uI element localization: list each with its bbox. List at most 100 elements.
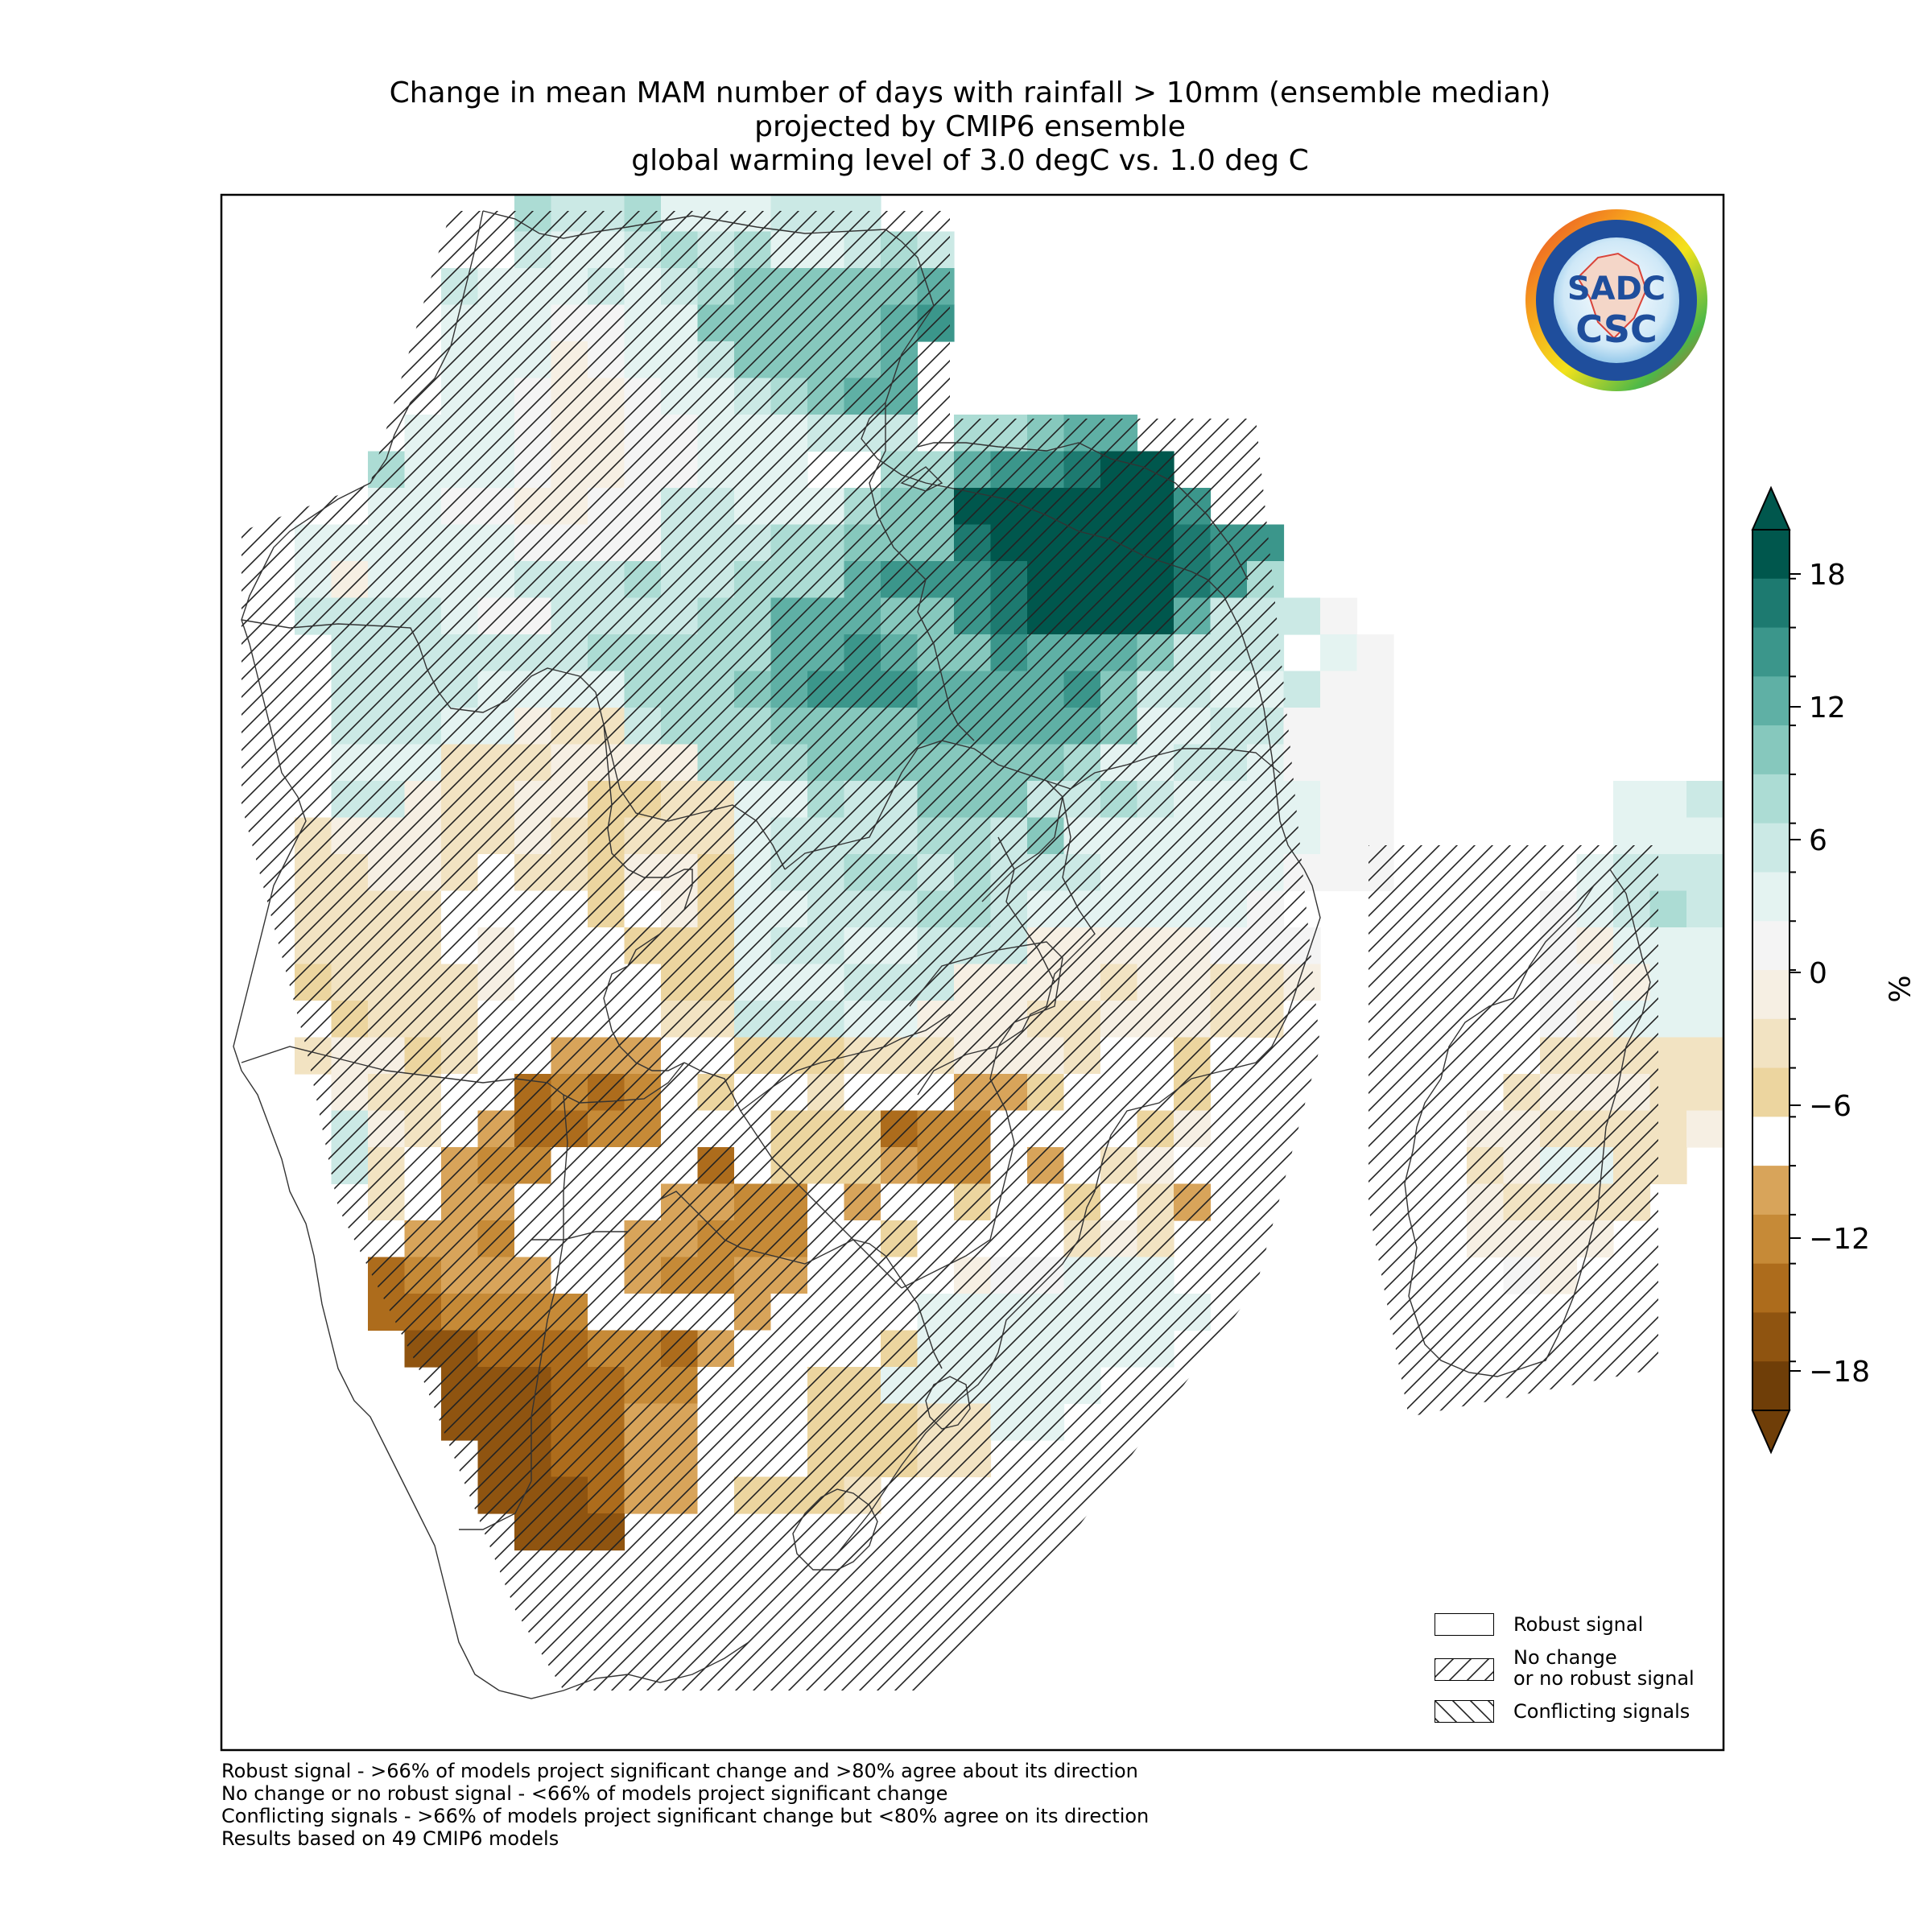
legend-swatch-conflicting bbox=[1435, 1700, 1494, 1723]
border-drc-east bbox=[869, 402, 975, 741]
country-borders bbox=[233, 210, 1321, 1699]
colorbar-segment bbox=[1752, 1214, 1790, 1265]
grid-cell bbox=[1283, 708, 1321, 745]
footnote-1: Robust signal - >66% of models project s… bbox=[221, 1760, 1138, 1782]
colorbar-segment bbox=[1752, 823, 1790, 873]
colorbar-tick-label: 12 bbox=[1809, 691, 1846, 724]
grid-cell bbox=[1686, 781, 1724, 819]
border-eswatini bbox=[925, 1376, 971, 1430]
grid-cell bbox=[1356, 671, 1394, 708]
sadc-csc-logo: SADC CSC bbox=[1525, 209, 1707, 391]
colorbar-extend-top bbox=[1751, 485, 1791, 530]
colorbar-segment bbox=[1752, 872, 1790, 922]
colorbar-tick-label: 18 bbox=[1809, 559, 1846, 592]
colorbar-segment bbox=[1752, 1067, 1790, 1117]
border-zambia-zimbabwe bbox=[740, 1013, 951, 1112]
colorbar-tick-label: 0 bbox=[1809, 957, 1827, 990]
border-namibia-southafrica bbox=[459, 1480, 532, 1530]
grid-cell bbox=[1356, 634, 1394, 672]
colorbar-tick-label: −12 bbox=[1809, 1223, 1870, 1256]
colorbar-segment bbox=[1752, 676, 1790, 726]
legend-swatch-no-change bbox=[1435, 1658, 1494, 1681]
border-tanzania-north bbox=[917, 442, 1249, 580]
border-drc-zambia bbox=[784, 740, 1063, 902]
grid-cell bbox=[1686, 1074, 1724, 1112]
colorbar-tick-label: −6 bbox=[1809, 1090, 1852, 1123]
grid-cell bbox=[1320, 671, 1358, 708]
border-namibia-botswana bbox=[530, 1094, 568, 1481]
grid-cell bbox=[1686, 964, 1724, 1001]
colorbar-segment bbox=[1752, 921, 1790, 971]
footnote-2: No change or no robust signal - <66% of … bbox=[221, 1782, 948, 1805]
border-botswana-zimbabwe bbox=[683, 1062, 902, 1289]
colorbar-segment bbox=[1752, 627, 1790, 677]
footnote-4: Results based on 49 CMIP6 models bbox=[221, 1827, 559, 1850]
legend-label-robust: Robust signal bbox=[1513, 1613, 1644, 1636]
colorbar-segment bbox=[1752, 970, 1790, 1020]
grid-cell bbox=[1320, 817, 1358, 855]
colorbar-extend-bottom bbox=[1751, 1410, 1791, 1455]
grid-cell bbox=[1320, 781, 1358, 819]
colorbar-unit: % bbox=[1884, 975, 1918, 1003]
legend-item-conflicting: Conflicting signals bbox=[1435, 1700, 1695, 1723]
border-namibia-north bbox=[241, 1046, 685, 1104]
colorbar-segment bbox=[1752, 1117, 1790, 1166]
grid-cell bbox=[1686, 1037, 1724, 1075]
grid-cell bbox=[1686, 927, 1724, 965]
logo-sadc-text: SADC bbox=[1567, 270, 1666, 308]
colorbar-segment bbox=[1752, 1263, 1790, 1313]
legend-item-no-change: No change or no robust signal bbox=[1435, 1647, 1695, 1689]
footnote-3: Conflicting signals - >66% of models pro… bbox=[221, 1805, 1150, 1827]
grid-cell bbox=[1320, 744, 1358, 782]
grid-cell bbox=[1686, 1110, 1724, 1148]
border-lesotho bbox=[792, 1488, 878, 1571]
coastline-west bbox=[233, 210, 1321, 1699]
colorbar: 18 12 6 0 −6 −12 −18 bbox=[1751, 485, 1870, 1455]
legend-label-conflicting: Conflicting signals bbox=[1513, 1700, 1690, 1723]
grid-cell bbox=[1686, 817, 1724, 855]
colorbar-segment bbox=[1752, 578, 1790, 629]
border-zimbabwe-mozambique bbox=[901, 941, 1063, 1289]
logo-csc-text: CSC bbox=[1575, 308, 1657, 351]
grid-cell bbox=[1686, 890, 1724, 928]
border-drc-angola bbox=[241, 619, 786, 870]
border-southafrica-north bbox=[531, 1191, 943, 1369]
title-line-3: global warming level of 3.0 degC vs. 1.0… bbox=[631, 144, 1309, 177]
no-robust-signal-hatching bbox=[242, 211, 1658, 1690]
footnotes: Robust signal - >66% of models project s… bbox=[221, 1760, 1149, 1850]
grid-cell bbox=[1356, 744, 1394, 782]
border-angola-zambia-namibia bbox=[603, 724, 693, 1071]
legend-swatch-robust bbox=[1435, 1613, 1494, 1636]
legend-label-no-change: No change or no robust signal bbox=[1513, 1646, 1695, 1690]
grid-cell bbox=[1320, 597, 1358, 635]
border-drc-rwanda bbox=[900, 466, 943, 492]
colorbar-segment bbox=[1752, 1166, 1790, 1216]
border-malawi bbox=[997, 836, 1055, 983]
colorbar-segment bbox=[1752, 725, 1790, 775]
madagascar-outline bbox=[1404, 868, 1651, 1377]
grid-cell bbox=[1613, 781, 1651, 819]
border-tanzania-south bbox=[1046, 748, 1281, 790]
grid-cell bbox=[1320, 634, 1358, 672]
map-frame bbox=[220, 193, 1725, 1752]
data-grid bbox=[242, 195, 1724, 1690]
hatch-legend: Robust signal No change or no robust sig… bbox=[1435, 1613, 1695, 1734]
colorbar-tick-label: −18 bbox=[1809, 1356, 1870, 1389]
grid-cell bbox=[1686, 854, 1724, 892]
chart-title: Change in mean MAM number of days with r… bbox=[217, 76, 1723, 178]
grid-cell bbox=[1686, 1001, 1724, 1038]
colorbar-segment bbox=[1752, 1312, 1790, 1362]
grid-cell bbox=[1649, 781, 1687, 819]
legend-item-robust: Robust signal bbox=[1435, 1613, 1695, 1636]
grid-cell bbox=[1320, 854, 1358, 892]
grid-cell bbox=[1283, 597, 1321, 635]
border-lake-malawi bbox=[917, 796, 1096, 1096]
grid-cell bbox=[1283, 671, 1321, 708]
title-line-2: projected by CMIP6 ensemble bbox=[754, 110, 1186, 143]
grid-cell bbox=[1320, 708, 1358, 745]
colorbar-segment bbox=[1752, 774, 1790, 824]
colorbar-segment bbox=[1752, 530, 1790, 580]
colorbar-tick-label: 6 bbox=[1809, 824, 1827, 857]
grid-cell bbox=[1356, 708, 1394, 745]
